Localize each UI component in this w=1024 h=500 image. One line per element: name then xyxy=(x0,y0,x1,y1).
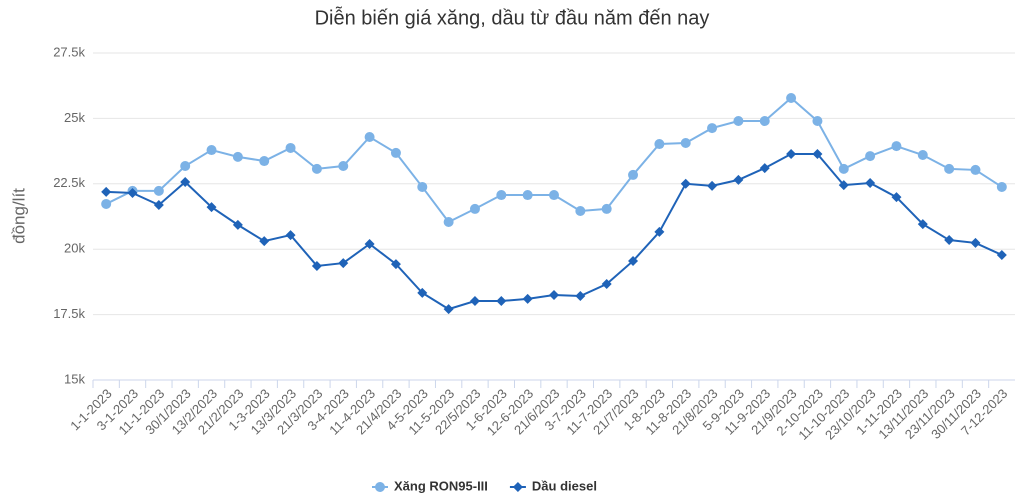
data-point xyxy=(733,116,744,127)
data-point xyxy=(101,186,112,197)
data-point xyxy=(601,278,612,289)
data-point xyxy=(917,150,928,161)
data-point xyxy=(496,190,507,201)
data-point xyxy=(522,293,533,304)
data-point xyxy=(153,199,164,210)
data-point xyxy=(575,206,586,217)
data-point xyxy=(838,163,849,174)
data-point xyxy=(838,180,849,191)
data-point xyxy=(891,141,902,152)
data-point xyxy=(127,187,138,198)
data-point xyxy=(338,258,349,269)
data-point xyxy=(311,163,322,174)
y-tick-label: 25k xyxy=(64,110,85,125)
y-tick-label: 27.5k xyxy=(53,44,85,59)
data-point xyxy=(654,139,665,150)
data-point xyxy=(311,260,322,271)
data-point xyxy=(549,289,559,300)
data-point xyxy=(206,145,217,156)
data-point xyxy=(443,304,454,315)
data-point xyxy=(812,116,823,127)
y-tick-label: 22.5k xyxy=(53,175,85,190)
data-point xyxy=(364,131,375,142)
data-point xyxy=(601,203,612,214)
data-point xyxy=(469,203,480,214)
y-tick-label: 20k xyxy=(64,241,85,256)
data-point xyxy=(733,174,744,185)
data-point xyxy=(917,219,928,230)
data-point xyxy=(512,482,523,492)
data-point xyxy=(232,219,243,230)
data-point xyxy=(549,190,559,201)
data-point xyxy=(628,255,639,266)
data-point xyxy=(375,482,385,492)
legend-label: Dầu diesel xyxy=(532,478,597,493)
data-point xyxy=(522,190,533,201)
data-point xyxy=(891,192,902,203)
data-point xyxy=(944,163,955,174)
data-point xyxy=(970,237,981,248)
y-tick-label: 17.5k xyxy=(53,306,85,321)
data-point xyxy=(285,142,296,153)
data-point xyxy=(970,164,981,175)
data-point xyxy=(654,226,665,237)
data-point xyxy=(707,180,718,191)
data-point xyxy=(390,259,401,270)
data-point xyxy=(180,176,191,187)
data-point xyxy=(206,202,217,213)
data-point xyxy=(680,137,691,148)
data-point xyxy=(944,235,955,246)
data-point xyxy=(417,287,428,298)
data-point xyxy=(759,163,770,174)
data-point xyxy=(786,148,797,159)
data-point xyxy=(469,295,480,306)
series xyxy=(101,92,1007,227)
chart-title: Diễn biến giá xăng, dầu từ đầu năm đến n… xyxy=(315,6,710,29)
legend-label: Xăng RON95-III xyxy=(394,478,488,493)
data-point xyxy=(259,156,270,167)
data-point xyxy=(496,295,507,306)
data-point xyxy=(259,236,270,247)
data-point xyxy=(180,161,191,172)
data-point xyxy=(996,181,1007,192)
data-point xyxy=(443,216,454,227)
data-point xyxy=(759,116,770,127)
data-point xyxy=(390,147,401,158)
data-point xyxy=(285,230,296,241)
data-point xyxy=(338,161,349,172)
data-point xyxy=(575,291,586,302)
y-tick-label: 15k xyxy=(64,371,85,386)
data-point xyxy=(865,178,876,189)
y-axis-label: đồng/lít xyxy=(9,188,28,244)
data-point xyxy=(153,185,164,196)
data-point xyxy=(680,178,691,189)
data-point xyxy=(996,249,1007,260)
data-point xyxy=(786,92,797,103)
series xyxy=(101,148,1007,315)
data-point xyxy=(628,169,639,180)
series-line xyxy=(106,152,1003,311)
data-point xyxy=(101,198,112,209)
data-point xyxy=(417,181,428,192)
data-point xyxy=(364,238,375,249)
data-point xyxy=(812,148,823,159)
data-point xyxy=(865,151,876,162)
data-point xyxy=(707,123,718,134)
data-point xyxy=(232,151,243,162)
